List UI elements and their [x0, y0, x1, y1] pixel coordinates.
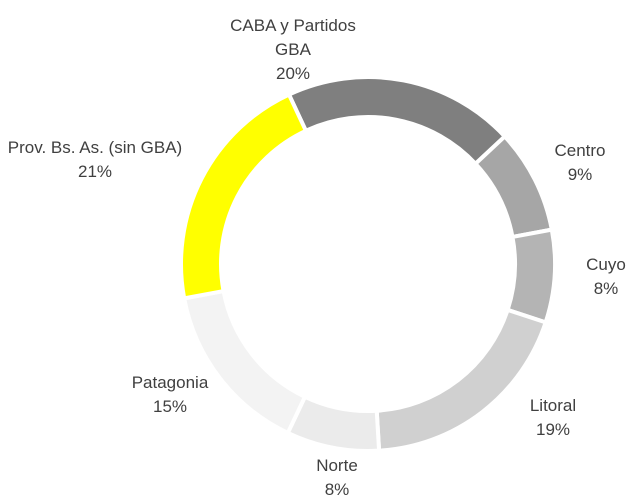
category-label: Litoral [529, 396, 577, 415]
category-label: Prov. Bs. As. (sin GBA) [7, 138, 183, 157]
value-label: 9% [567, 165, 593, 184]
slice-label: Centro 9% [535, 139, 625, 187]
donut-slice [286, 75, 508, 167]
slice-label: Patagonia 15% [110, 371, 230, 419]
donut-slice [179, 91, 309, 301]
category-label: CABA y Partidos GBA [230, 16, 356, 59]
value-label: 21% [77, 162, 113, 181]
value-label: 19% [535, 420, 571, 439]
slice-label: Prov. Bs. As. (sin GBA) 21% [8, 136, 183, 184]
slice-label: Litoral 19% [508, 394, 598, 442]
category-label: Cuyo [586, 255, 626, 274]
value-label: 8% [324, 480, 350, 499]
slice-label: Norte 8% [297, 454, 377, 502]
slice-label: CABA y Partidos GBA 20% [218, 14, 368, 86]
category-label: Centro [554, 141, 606, 160]
value-label: 8% [593, 279, 619, 298]
value-label: 20% [275, 64, 311, 83]
value-label: 15% [152, 397, 188, 416]
category-label: Patagonia [131, 373, 209, 392]
donut-slice [505, 227, 557, 325]
category-label: Norte [316, 456, 358, 475]
slice-label: Cuyo 8% [566, 253, 632, 301]
